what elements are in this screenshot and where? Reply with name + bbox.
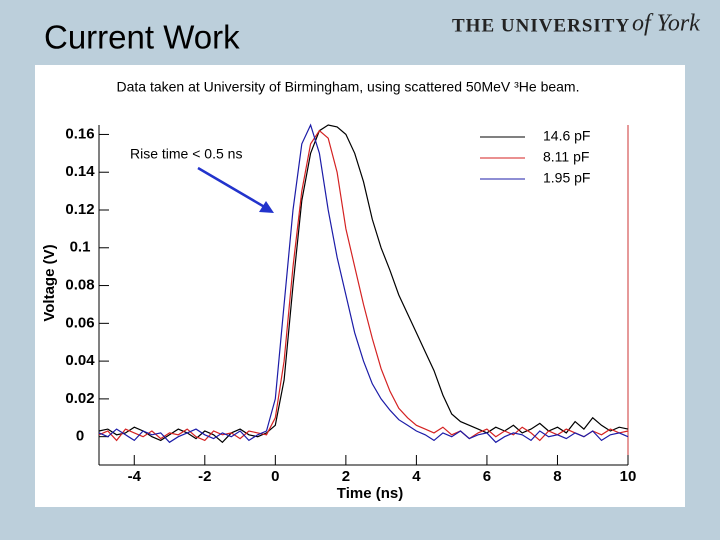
trace <box>98 123 629 444</box>
x-tick-label: 8 <box>553 468 561 485</box>
legend-label: 1.95 pF <box>543 170 590 186</box>
y-axis-label: Voltage (V) <box>41 244 58 321</box>
x-tick-label: 2 <box>342 468 350 485</box>
y-tick-label: 0.06 <box>65 314 94 331</box>
y-tick-label: 0.12 <box>65 201 94 218</box>
y-tick-label: 0.04 <box>65 352 95 369</box>
x-tick-label: -4 <box>128 468 142 485</box>
y-tick-label: 0.16 <box>65 125 94 142</box>
y-tick-label: 0.08 <box>65 277 94 294</box>
x-tick-label: 10 <box>620 468 637 485</box>
subtitle: Data taken at University of Birmingham, … <box>117 79 580 95</box>
y-tick-label: 0 <box>76 428 84 445</box>
x-tick-label: -2 <box>198 468 211 485</box>
arrow-head <box>259 201 274 213</box>
legend-label: 14.6 pF <box>543 128 590 144</box>
slide-title: Current Work <box>44 19 240 56</box>
x-tick-label: 6 <box>483 468 491 485</box>
x-tick-label: 4 <box>412 468 421 485</box>
annotation: Rise time < 0.5 ns <box>130 146 242 162</box>
x-tick-label: 0 <box>271 468 279 485</box>
logo: THE UNIVERSITY <box>452 15 630 36</box>
trace <box>98 129 629 442</box>
legend-label: 8.11 pF <box>543 149 589 165</box>
y-tick-label: 0.02 <box>65 390 94 407</box>
y-tick-label: 0.1 <box>70 239 91 256</box>
logo-script: of York <box>632 11 700 37</box>
x-axis-label: Time (ns) <box>337 485 403 502</box>
y-tick-label: 0.14 <box>65 163 95 180</box>
arrow <box>197 166 269 211</box>
